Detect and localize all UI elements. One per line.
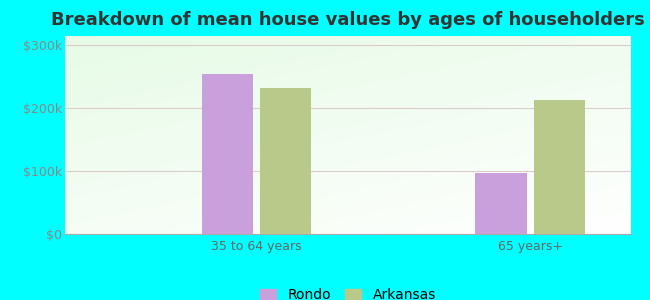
Bar (260, 88, 311, 234)
Title: Breakdown of mean house values by ages of householders: Breakdown of mean house values by ages o… (51, 11, 645, 29)
Bar (475, 173, 526, 234)
Legend: Rondo, Arkansas: Rondo, Arkansas (259, 288, 436, 300)
Bar (202, 74, 253, 234)
Bar (534, 100, 585, 234)
